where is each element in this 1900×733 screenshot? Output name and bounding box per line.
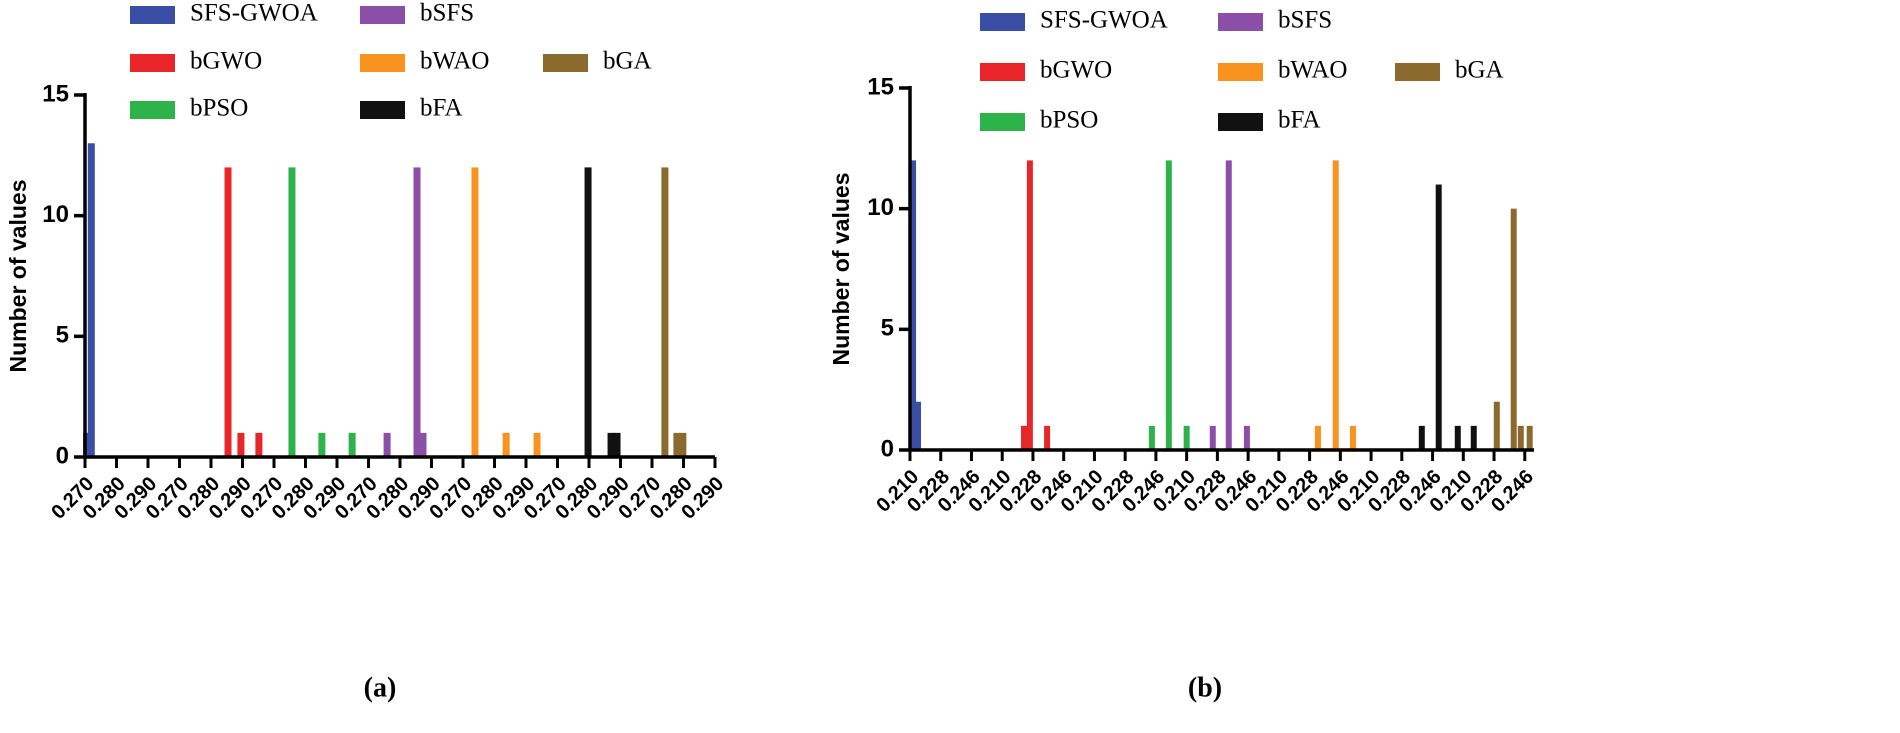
- bar: [1165, 160, 1172, 450]
- legend-label: SFS-GWOA: [190, 0, 318, 27]
- caption: (a): [364, 672, 397, 703]
- bar: [1243, 425, 1250, 450]
- bar: [471, 167, 479, 457]
- bar: [1470, 425, 1477, 450]
- bar: [914, 401, 921, 450]
- bar: [584, 167, 592, 457]
- bar: [1349, 425, 1356, 450]
- legend-swatch: [980, 113, 1025, 131]
- bar: [237, 432, 245, 457]
- bar: [1517, 425, 1524, 450]
- legend-label: bPSO: [1040, 107, 1098, 134]
- bar: [1332, 160, 1339, 450]
- bar: [1314, 425, 1321, 450]
- bar: [607, 432, 615, 457]
- bar: [613, 432, 621, 457]
- legend-label: bGA: [1455, 57, 1504, 84]
- legend-swatch: [360, 101, 405, 119]
- y-tick-label: 0: [56, 442, 69, 469]
- bar: [383, 432, 391, 457]
- bar: [1209, 425, 1216, 450]
- legend-swatch: [543, 54, 588, 72]
- bar: [255, 432, 263, 457]
- caption: (b): [1188, 672, 1222, 703]
- y-tick-label: 5: [56, 322, 69, 349]
- legend-swatch: [980, 63, 1025, 81]
- bar: [1225, 160, 1232, 450]
- y-axis-title: Number of values: [5, 180, 31, 373]
- bar: [1021, 425, 1028, 450]
- legend-label: bSFS: [1278, 7, 1332, 34]
- legend-swatch: [130, 6, 175, 24]
- bar: [1148, 425, 1155, 450]
- bar: [673, 432, 681, 457]
- legend-label: bPSO: [190, 95, 248, 122]
- bar: [502, 432, 510, 457]
- y-tick-label: 0: [881, 435, 894, 462]
- bar: [318, 432, 326, 457]
- legend-swatch: [980, 13, 1025, 31]
- legend-label: bGWO: [1040, 57, 1112, 84]
- legend-label: bWAO: [420, 48, 489, 75]
- bar: [1526, 425, 1533, 450]
- y-tick-label: 5: [881, 315, 894, 342]
- bar: [661, 167, 669, 457]
- bar: [1418, 425, 1425, 450]
- bar: [87, 143, 95, 457]
- y-tick-label: 10: [867, 194, 894, 221]
- legend-label: bGA: [603, 48, 652, 75]
- legend-swatch: [130, 101, 175, 119]
- legend-label: bSFS: [420, 0, 474, 27]
- y-axis-title: Number of values: [828, 173, 854, 366]
- bar: [1183, 425, 1190, 450]
- bar: [1026, 160, 1033, 450]
- y-tick-label: 15: [867, 73, 894, 100]
- legend-label: bFA: [420, 95, 463, 122]
- bar: [1435, 184, 1442, 451]
- legend-label: bWAO: [1278, 57, 1347, 84]
- legend-swatch: [1218, 63, 1263, 81]
- bar: [419, 432, 427, 457]
- legend-label: bGWO: [190, 48, 262, 75]
- y-tick-label: 15: [42, 80, 69, 107]
- bar: [910, 160, 917, 450]
- legend-swatch: [360, 6, 405, 24]
- legend-label: SFS-GWOA: [1040, 7, 1168, 34]
- legend-swatch: [1218, 113, 1263, 131]
- bar: [348, 432, 356, 457]
- bar: [224, 167, 232, 457]
- bar: [1454, 425, 1461, 450]
- bar: [533, 432, 541, 457]
- bar: [288, 167, 296, 457]
- legend-swatch: [360, 54, 405, 72]
- legend-label: bFA: [1278, 107, 1321, 134]
- bar: [1044, 425, 1051, 450]
- bar: [1493, 401, 1500, 450]
- legend-swatch: [1218, 13, 1263, 31]
- bar: [1510, 208, 1517, 450]
- bar: [413, 167, 421, 457]
- legend-swatch: [1395, 63, 1440, 81]
- bar: [679, 432, 687, 457]
- legend-swatch: [130, 54, 175, 72]
- y-tick-label: 10: [42, 201, 69, 228]
